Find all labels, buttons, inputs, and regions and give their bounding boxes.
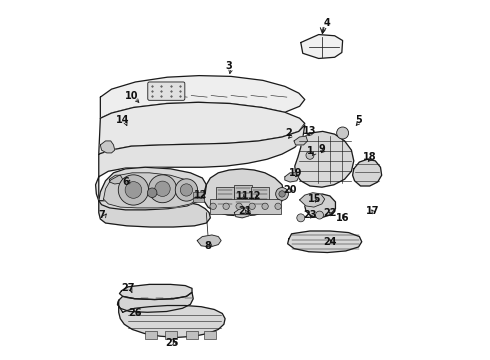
Circle shape bbox=[148, 175, 176, 203]
Polygon shape bbox=[285, 173, 299, 182]
Bar bbox=[234, 185, 252, 205]
Text: 27: 27 bbox=[122, 283, 135, 293]
Circle shape bbox=[337, 127, 348, 139]
Polygon shape bbox=[204, 169, 284, 216]
Circle shape bbox=[147, 188, 157, 198]
Polygon shape bbox=[295, 131, 354, 187]
Text: 15: 15 bbox=[308, 194, 321, 204]
Polygon shape bbox=[99, 201, 210, 227]
FancyBboxPatch shape bbox=[210, 199, 281, 214]
Circle shape bbox=[118, 175, 148, 205]
Circle shape bbox=[249, 203, 255, 210]
Bar bbox=[204, 332, 216, 339]
Circle shape bbox=[125, 182, 142, 198]
Circle shape bbox=[236, 203, 242, 210]
Bar bbox=[251, 187, 269, 207]
Text: 21: 21 bbox=[238, 206, 252, 216]
Circle shape bbox=[275, 203, 281, 210]
Polygon shape bbox=[305, 194, 336, 218]
Circle shape bbox=[262, 203, 268, 210]
Circle shape bbox=[316, 211, 323, 219]
Text: 16: 16 bbox=[336, 213, 349, 223]
Text: 4: 4 bbox=[323, 18, 330, 28]
Polygon shape bbox=[234, 208, 250, 218]
Text: 12: 12 bbox=[195, 190, 208, 200]
Polygon shape bbox=[99, 102, 305, 154]
Text: 10: 10 bbox=[124, 91, 138, 101]
Text: 3: 3 bbox=[226, 61, 232, 71]
Text: 22: 22 bbox=[323, 208, 337, 218]
Bar bbox=[193, 192, 204, 197]
Polygon shape bbox=[100, 141, 115, 153]
Polygon shape bbox=[353, 159, 382, 186]
Text: 17: 17 bbox=[366, 206, 379, 216]
Text: 26: 26 bbox=[128, 309, 142, 319]
Bar bbox=[165, 332, 177, 339]
Text: 1: 1 bbox=[307, 146, 314, 156]
Text: 12: 12 bbox=[248, 191, 262, 201]
FancyBboxPatch shape bbox=[148, 82, 185, 100]
Circle shape bbox=[175, 179, 197, 201]
Text: 20: 20 bbox=[283, 185, 297, 195]
Text: 11: 11 bbox=[236, 191, 249, 201]
Text: 18: 18 bbox=[363, 152, 376, 162]
Text: 8: 8 bbox=[204, 241, 211, 251]
Text: 9: 9 bbox=[318, 144, 325, 154]
Polygon shape bbox=[100, 76, 305, 118]
Bar bbox=[186, 332, 198, 339]
Polygon shape bbox=[99, 167, 206, 210]
Text: 19: 19 bbox=[289, 168, 302, 178]
Polygon shape bbox=[299, 193, 325, 207]
Circle shape bbox=[180, 184, 193, 196]
Polygon shape bbox=[197, 235, 221, 247]
Text: 14: 14 bbox=[116, 115, 129, 125]
Polygon shape bbox=[118, 300, 225, 337]
Circle shape bbox=[223, 203, 229, 210]
Text: 13: 13 bbox=[303, 126, 317, 136]
Text: 2: 2 bbox=[286, 128, 292, 138]
Text: 7: 7 bbox=[98, 210, 105, 220]
Bar bbox=[193, 198, 204, 202]
Polygon shape bbox=[96, 125, 305, 201]
Circle shape bbox=[306, 151, 314, 159]
Circle shape bbox=[155, 181, 170, 197]
Polygon shape bbox=[301, 35, 343, 58]
Text: 23: 23 bbox=[303, 210, 317, 220]
Text: 6: 6 bbox=[122, 177, 129, 187]
Polygon shape bbox=[118, 292, 193, 312]
Text: 24: 24 bbox=[323, 237, 337, 247]
Polygon shape bbox=[103, 173, 198, 208]
Polygon shape bbox=[294, 136, 308, 145]
Polygon shape bbox=[110, 175, 122, 184]
Circle shape bbox=[297, 214, 305, 222]
Circle shape bbox=[279, 191, 285, 197]
Circle shape bbox=[210, 203, 216, 210]
Circle shape bbox=[276, 188, 289, 200]
Bar bbox=[216, 187, 234, 207]
Polygon shape bbox=[120, 284, 192, 300]
Text: 25: 25 bbox=[165, 338, 179, 347]
Text: 5: 5 bbox=[355, 115, 362, 125]
Bar bbox=[145, 332, 156, 339]
Polygon shape bbox=[288, 231, 362, 252]
